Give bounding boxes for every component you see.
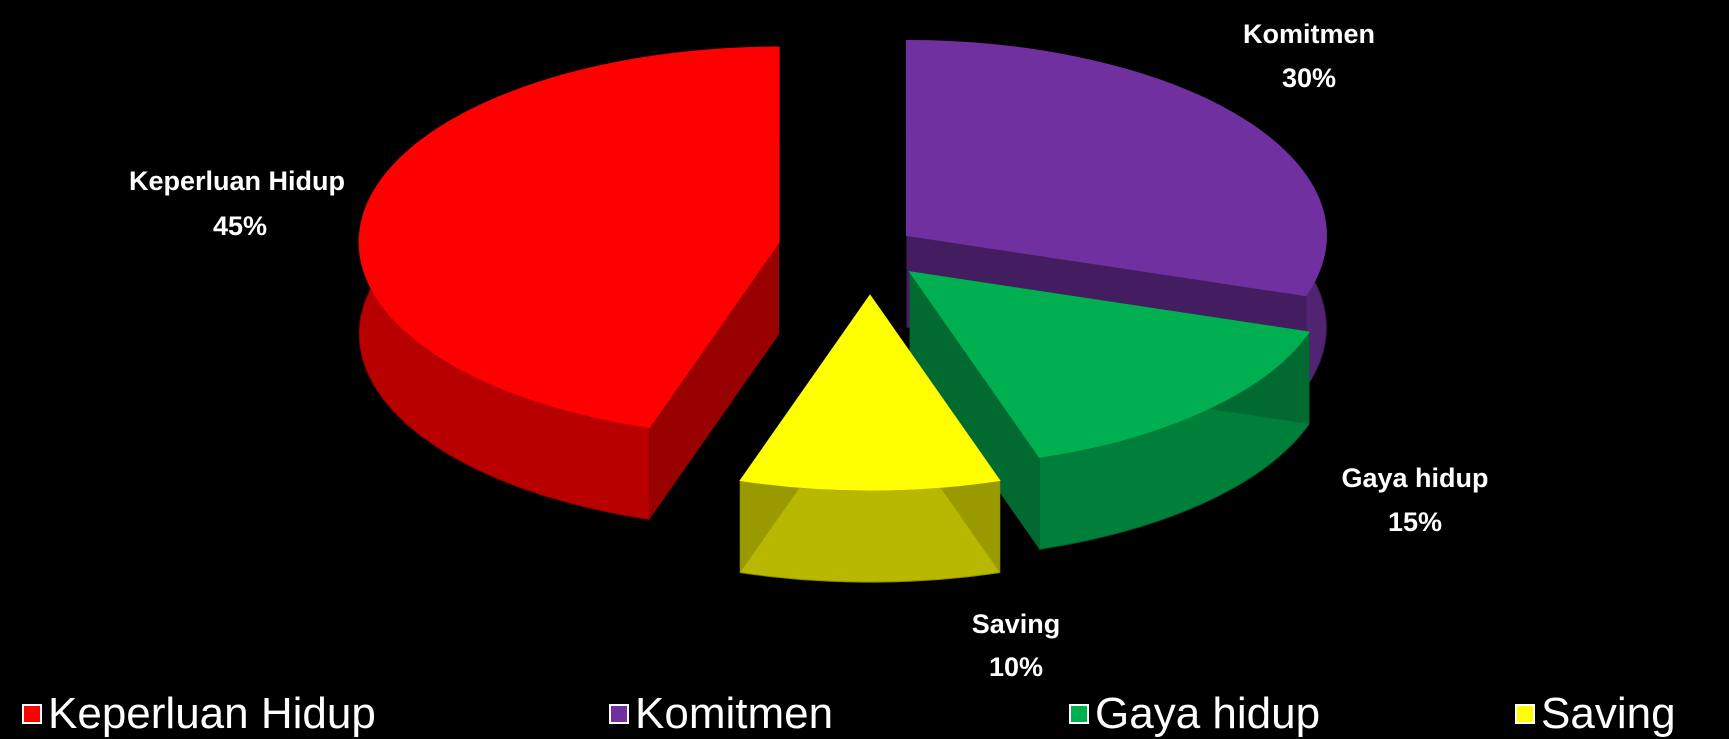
pie-slice-top (739, 294, 1001, 491)
data-label-name-keperluan-hidup: Keperluan Hidup (129, 166, 345, 196)
legend-label: Keperluan Hidup (48, 688, 376, 738)
legend-swatch (22, 703, 42, 724)
data-label-name-gaya-hidup: Gaya hidup (1341, 463, 1488, 493)
legend-item-keperluan-hidup: Keperluan Hidup (22, 688, 376, 739)
pie-slice-top (358, 46, 780, 429)
pie-slice-gaya-hidup (908, 271, 1310, 550)
data-label-name-komitmen: Komitmen (1243, 19, 1375, 49)
legend-item-saving: Saving (1515, 688, 1676, 739)
data-label-name-saving: Saving (972, 609, 1061, 639)
pie-slice-cut-face (649, 242, 780, 520)
pie-slice-keperluan-hidup (358, 46, 780, 521)
chart-legend: Keperluan Hidup Komitmen Gaya hidup Savi… (0, 688, 1729, 739)
legend-label: Gaya hidup (1095, 688, 1321, 738)
legend-swatch (1069, 703, 1089, 724)
data-label-value-gaya-hidup: 15% (1388, 507, 1442, 537)
pie-slice-cut-face (909, 271, 1040, 550)
legend-label: Komitmen (635, 688, 834, 738)
pie-slice-saving (739, 294, 1001, 583)
pie-slice-top (908, 271, 1310, 458)
data-label-value-keperluan-hidup: 45% (213, 211, 267, 241)
legend-swatch (1515, 703, 1535, 724)
legend-item-gaya-hidup: Gaya hidup (1069, 688, 1320, 739)
data-label-value-komitmen: 30% (1282, 63, 1336, 93)
legend-swatch (609, 703, 629, 724)
data-label-value-saving: 10% (989, 652, 1043, 682)
pie-slice-top (905, 39, 1327, 297)
legend-label: Saving (1541, 688, 1676, 738)
legend-item-komitmen: Komitmen (609, 688, 833, 739)
